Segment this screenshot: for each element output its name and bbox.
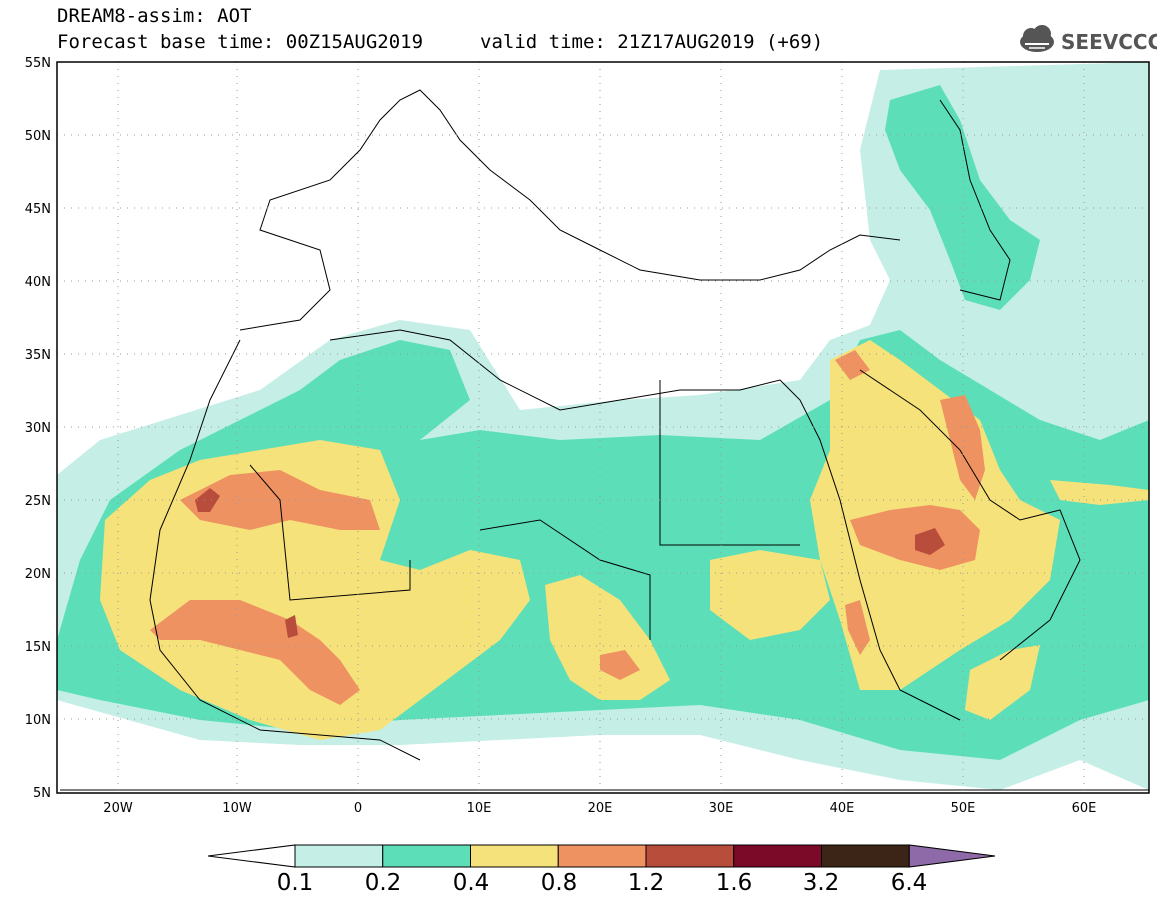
colorbar-label: 0.8 <box>540 870 578 896</box>
lat-tick-label: 5N <box>33 786 51 801</box>
colorbar <box>207 844 996 868</box>
lon-tick-label: 20E <box>588 801 613 816</box>
lat-tick-label: 10N <box>25 713 51 728</box>
lon-tick-label: 10E <box>467 801 492 816</box>
lon-tick-label: 10W <box>222 801 252 816</box>
colorbar-swatch <box>470 844 559 868</box>
colorbar-label: 1.6 <box>715 870 753 896</box>
aot-1.2-arabia <box>915 528 945 555</box>
colorbar-arrow-low <box>207 844 296 868</box>
gridlines <box>57 62 1149 793</box>
aot-fields <box>57 62 1149 790</box>
colorbar-swatch <box>557 844 647 868</box>
lon-tick-label: 30E <box>709 801 734 816</box>
logo-text: SEEVCCC <box>1061 30 1157 54</box>
aot-0.4-gulf <box>1050 480 1149 505</box>
lat-tick-label: 40N <box>25 275 51 290</box>
colorbar-label: 0.4 <box>452 870 490 896</box>
colorbar-swatch <box>382 844 471 868</box>
colorbar-arrow-high <box>908 844 996 868</box>
aot-0.8-sahara-south <box>150 600 360 705</box>
seevccc-logo: SEEVCCC <box>1020 25 1157 54</box>
colorbar-swatch <box>645 844 735 868</box>
aot-1.2-mali <box>285 615 298 638</box>
colorbar-label: 3.2 <box>802 870 840 896</box>
lon-tick-label: 60E <box>1072 801 1097 816</box>
colorbar-swatch <box>733 844 822 868</box>
colorbar-label: 6.4 <box>890 870 928 896</box>
aot-0.8-eritrea <box>845 600 870 655</box>
lat-tick-label: 20N <box>25 567 51 582</box>
aot-0.4-somalia <box>965 645 1040 720</box>
lat-tick-label: 35N <box>25 348 51 363</box>
lat-tick-label: 50N <box>25 129 51 144</box>
colorbar-label: 1.2 <box>627 870 665 896</box>
map-frame <box>56 61 1150 794</box>
lat-tick-label: 15N <box>25 640 51 655</box>
aot-0.2-caspian <box>885 85 1040 310</box>
colorbar-label: 0.1 <box>276 870 314 896</box>
lon-tick-label: 0 <box>354 801 362 816</box>
aot-0.8-iraq <box>835 350 870 380</box>
coastlines <box>60 89 1149 791</box>
lon-tick-label: 40E <box>830 801 855 816</box>
lon-tick-label: 50E <box>951 801 976 816</box>
lat-tick-label: 25N <box>25 494 51 509</box>
lat-tick-label: 55N <box>25 56 51 71</box>
cloud-icon <box>1020 25 1054 52</box>
lon-axis: 20W 10W 0 10E 20E 30E 40E 50E 60E <box>103 801 1096 816</box>
chart-title: DREAM8-assim: AOT <box>57 5 252 27</box>
lon-tick-label: 20W <box>103 801 133 816</box>
colorbar-swatch <box>294 844 384 868</box>
forecast-base-time: Forecast base time: 00Z15AUG2019 <box>57 31 424 53</box>
valid-time: valid time: 21Z17AUG2019 (+69) <box>480 31 824 53</box>
colorbar-swatch <box>821 844 910 868</box>
aot-1.2-morocco <box>195 488 220 512</box>
aot-0.8-sudan <box>600 650 640 680</box>
lat-tick-label: 45N <box>25 202 51 217</box>
lat-tick-label: 30N <box>25 421 51 436</box>
lat-axis: 55N 50N 45N 40N 35N 30N 25N 20N 15N 10N … <box>25 56 51 801</box>
colorbar-label: 0.2 <box>364 870 402 896</box>
